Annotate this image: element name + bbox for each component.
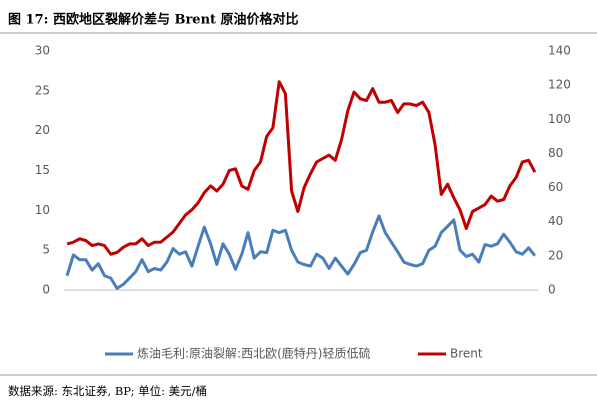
y-tick-label: 15	[35, 163, 50, 177]
y2-tick-label: 40	[548, 214, 563, 228]
series-line	[65, 214, 537, 290]
y2-tick-label: 60	[548, 180, 563, 194]
y-tick-label: 20	[35, 123, 50, 137]
y2-tick-label: 0	[548, 283, 556, 297]
y-tick-label: 0	[42, 283, 50, 297]
y2-tick-label: 120	[548, 78, 571, 92]
y2-tick-label: 100	[548, 112, 571, 126]
series-line	[66, 80, 537, 256]
source: 数据来源: 东北证券, BP; 单位: 美元/桶	[8, 384, 207, 398]
chart-title: 图 17: 西欧地区裂解价差与 Brent 原油价格对比	[8, 12, 299, 28]
y-tick-label: 10	[35, 203, 50, 217]
y2-tick-label: 140	[548, 44, 571, 58]
y-tick-label: 25	[35, 83, 50, 97]
legend-label: 炼油毛利:原油裂解:西北欧(鹿特丹)轻质低硫	[137, 346, 370, 361]
y2-tick-label: 20	[548, 248, 563, 262]
legend-label: Brent	[450, 347, 483, 361]
y2-tick-label: 80	[548, 146, 563, 160]
y-tick-label: 5	[42, 243, 50, 257]
y-tick-label: 30	[35, 44, 50, 58]
